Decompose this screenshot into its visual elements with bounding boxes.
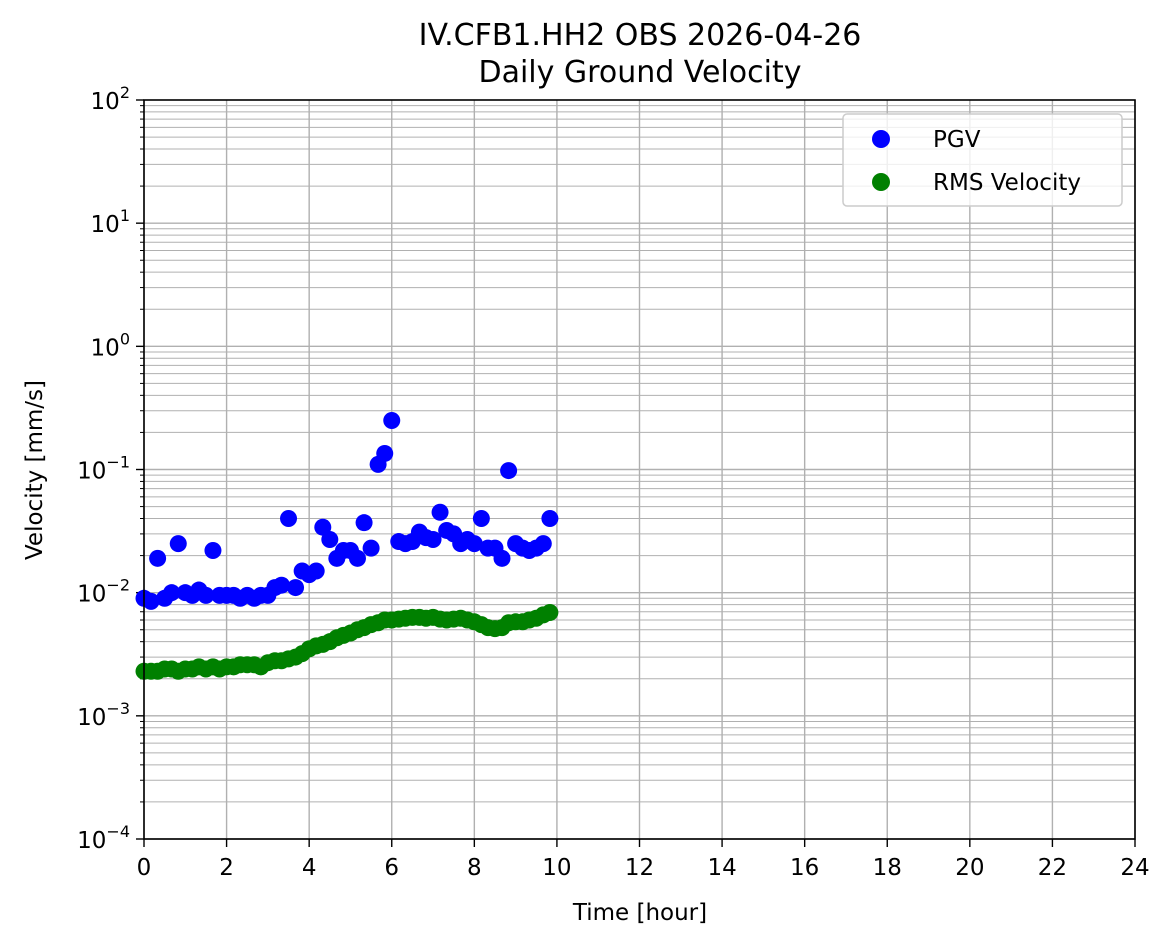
point-rms-velocity (541, 604, 559, 622)
point-pgv (541, 510, 559, 528)
point-pgv (273, 576, 291, 594)
point-pgv (163, 584, 181, 602)
point-pgv (307, 562, 325, 580)
data-points (135, 411, 559, 680)
point-pgv (376, 444, 394, 462)
y-tick-label: 100 (91, 329, 130, 361)
y-tick-label: 10−2 (77, 576, 130, 608)
x-tick-label: 14 (707, 855, 736, 881)
point-pgv (500, 462, 518, 480)
x-tick-label: 2 (219, 855, 234, 881)
point-pgv (314, 518, 332, 536)
x-tick-label: 16 (790, 855, 819, 881)
grid-lines (143, 100, 1136, 840)
legend-label-pgv: PGV (933, 127, 981, 153)
legend: PGV RMS Velocity (842, 113, 1123, 207)
x-tick-label: 24 (1120, 855, 1149, 881)
point-pgv (424, 531, 442, 549)
point-pgv (280, 510, 298, 528)
point-pgv (321, 531, 339, 549)
x-tick-label: 10 (542, 855, 571, 881)
point-pgv (287, 579, 305, 597)
point-pgv (142, 592, 160, 610)
point-pgv (362, 539, 380, 557)
y-tick-label: 10−1 (77, 453, 130, 485)
y-tick-label: 102 (91, 83, 130, 115)
point-pgv (355, 514, 373, 532)
y-tick-label: 10−4 (77, 822, 130, 854)
plot-frame (143, 99, 1136, 840)
chart-subtitle: Daily Ground Velocity (478, 55, 801, 90)
point-pgv (383, 411, 401, 429)
x-tick-label: 8 (467, 855, 482, 881)
legend-label-rms: RMS Velocity (933, 170, 1081, 196)
x-tick-label: 6 (384, 855, 399, 881)
y-axis-label: Velocity [mm/s] (22, 380, 48, 560)
x-tick-label: 0 (137, 855, 152, 881)
point-pgv (534, 535, 552, 553)
y-tick-label: 101 (91, 206, 130, 238)
point-pgv (493, 549, 511, 567)
legend-box (842, 113, 1123, 207)
point-pgv (197, 586, 215, 604)
x-tick-label: 20 (955, 855, 984, 881)
point-pgv (149, 549, 167, 567)
chart-title: IV.CFB1.HH2 OBS 2026-04-26 (419, 18, 862, 53)
point-pgv (348, 549, 366, 567)
x-tick-label: 12 (625, 855, 654, 881)
point-pgv (472, 510, 490, 528)
point-pgv (204, 541, 222, 559)
point-pgv (431, 503, 449, 521)
x-tick-label: 18 (873, 855, 902, 881)
x-tick-label: 22 (1038, 855, 1067, 881)
legend-marker-rms (872, 173, 890, 191)
y-tick-label: 10−3 (77, 699, 130, 731)
x-tick-label: 4 (302, 855, 317, 881)
axis-ticks: 0 2 4 6 8 10 12 14 16 18 20 22 2410−410−310−210−1100… (77, 83, 1150, 881)
point-pgv (465, 535, 483, 553)
point-pgv (169, 535, 187, 553)
legend-marker-pgv (872, 130, 890, 148)
x-axis-label: Time [hour] (572, 900, 707, 926)
